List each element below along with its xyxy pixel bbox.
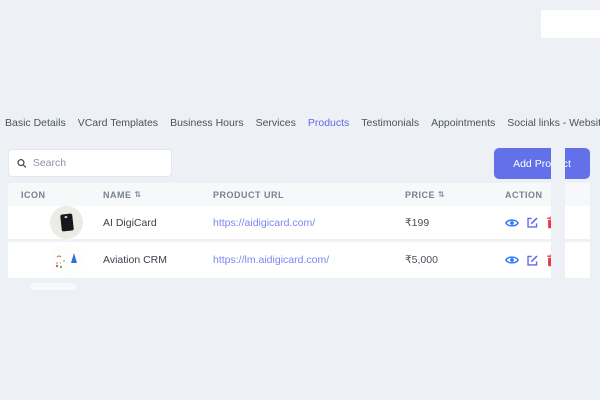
products-table: ICON NAME ⇅ PRODUCT URL PRICE ⇅ ACTION AI … (8, 183, 590, 278)
tab-testimonials[interactable]: Testimonials (361, 117, 420, 129)
vertical-gutter-overlay (551, 142, 565, 284)
search-box (8, 149, 172, 177)
tab-services[interactable]: Services (255, 117, 296, 129)
edit-icon[interactable] (525, 216, 539, 230)
profile-section-tabs: Basic Details VCard Templates Business H… (0, 108, 600, 138)
tab-appointments[interactable]: Appointments (431, 117, 496, 129)
product-url-link[interactable]: https://aidigicard.com/ (213, 216, 316, 229)
tab-products[interactable]: Products (307, 117, 350, 129)
column-header-name[interactable]: NAME ⇅ (103, 189, 142, 200)
tab-business-hours[interactable]: Business Hours (170, 117, 244, 129)
tab-social-links-website[interactable]: Social links - Website (507, 117, 600, 129)
tab-basic-details[interactable]: Basic Details (5, 117, 66, 129)
column-header-price[interactable]: PRICE ⇅ (405, 189, 446, 200)
column-header-icon: ICON (21, 189, 46, 200)
edit-icon[interactable] (525, 253, 539, 267)
sort-icon[interactable]: ⇅ (438, 190, 446, 199)
search-icon (17, 158, 27, 168)
product-image-ai-digicard (50, 206, 83, 239)
product-name: Aviation CRM (103, 254, 167, 266)
product-name: AI DigiCard (103, 216, 157, 229)
table-row: Aviation CRM https://lm.aidigicard.com/ … (8, 242, 590, 278)
top-right-white-panel (541, 10, 600, 38)
sort-icon[interactable]: ⇅ (134, 190, 142, 199)
search-input[interactable] (32, 157, 163, 169)
product-url-link[interactable]: https://lm.aidigicard.com/ (213, 254, 330, 266)
table-row: AI DigiCard https://aidigicard.com/ ₹199 (8, 206, 590, 242)
horizontal-scrollbar[interactable] (30, 283, 76, 290)
product-price: ₹5,000 (405, 254, 438, 266)
table-header-row: ICON NAME ⇅ PRODUCT URL PRICE ⇅ ACTION (8, 183, 590, 206)
product-image-aviation-crm (50, 243, 83, 277)
add-product-button[interactable]: Add Product (494, 148, 590, 179)
view-icon[interactable] (505, 216, 519, 230)
column-header-action: ACTION (505, 189, 543, 200)
view-icon[interactable] (505, 253, 519, 267)
tab-vcard-templates[interactable]: VCard Templates (77, 117, 159, 129)
product-price: ₹199 (405, 216, 430, 229)
column-header-product-url: PRODUCT URL (213, 189, 284, 200)
